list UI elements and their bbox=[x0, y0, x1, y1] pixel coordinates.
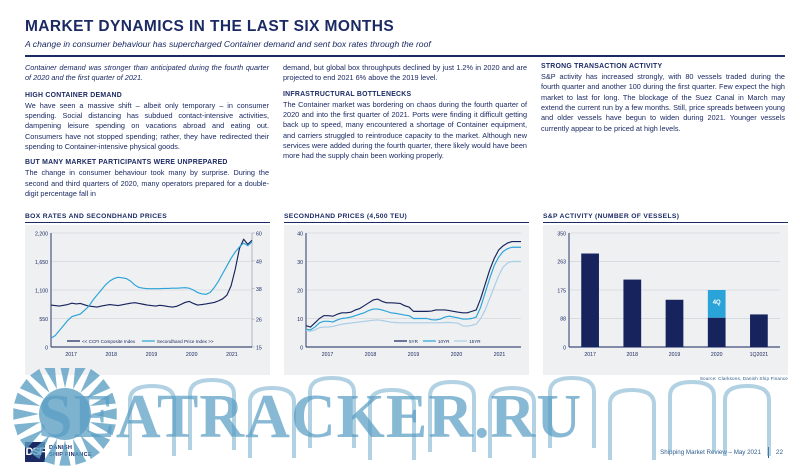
svg-text:1Q2021: 1Q2021 bbox=[750, 352, 769, 358]
svg-text:2020: 2020 bbox=[711, 352, 723, 358]
svg-text:10YR: 10YR bbox=[438, 339, 450, 344]
svg-text:1,650: 1,650 bbox=[35, 260, 48, 266]
chart-source: Source: Clarksons, Danish Ship Finance bbox=[699, 375, 788, 381]
bar-chart-sp-activity: 0 88 175 263 350 2017 2018 2019 4Q 2020 1Q2021 bbox=[557, 231, 780, 358]
svg-text:2020: 2020 bbox=[186, 352, 198, 358]
svg-text:2017: 2017 bbox=[322, 352, 334, 358]
chart-box-rates-and-secondhand-prices: BOX RATES AND SECONDHAND PRICES 0 550 1,10… bbox=[25, 213, 270, 381]
svg-text:0: 0 bbox=[45, 345, 48, 351]
svg-text:0: 0 bbox=[300, 345, 303, 351]
chart-box-sp-activity: S&P ACTIVITY (NUMBER OF VESSELS) 0 88 175 2… bbox=[543, 213, 788, 381]
section-heading-strong-transaction-activity: STRONG TRANSACTION ACTIVITY bbox=[541, 62, 663, 70]
svg-text:20: 20 bbox=[297, 288, 303, 294]
svg-text:49: 49 bbox=[256, 259, 262, 265]
svg-text:263: 263 bbox=[557, 260, 566, 266]
chart-plot-area: 0 88 175 263 350 2017 2018 2019 4Q 2020 1Q2021 bbox=[543, 224, 788, 375]
section-body-demand-continued: demand, but global box throughputs decli… bbox=[283, 62, 527, 83]
section-body-high-container-demand: We have seen a massive shift – albeit on… bbox=[25, 100, 269, 152]
article-columns: Container demand was stronger than antic… bbox=[25, 63, 785, 207]
section-body-strong-transaction-activity: S&P activity has increased strongly, wit… bbox=[541, 71, 785, 133]
line-chart-box-rates: 0 550 1,100 1,650 2,200 15 26 38 49 60 2017 2018 201… bbox=[35, 231, 262, 358]
svg-text:<< CCFI Composite Index: << CCFI Composite Index bbox=[82, 339, 136, 344]
chart-title: SECONDHAND PRICES (4,500 TEU) bbox=[284, 212, 408, 220]
svg-text:60: 60 bbox=[256, 231, 262, 237]
svg-text:2021: 2021 bbox=[226, 352, 238, 358]
svg-text:175: 175 bbox=[557, 288, 566, 294]
svg-text:5YR: 5YR bbox=[409, 339, 419, 344]
chart-title: S&P ACTIVITY (NUMBER OF VESSELS) bbox=[543, 212, 680, 220]
svg-text:10: 10 bbox=[297, 317, 303, 323]
svg-text:2019: 2019 bbox=[669, 352, 681, 358]
lead-paragraph: Container demand was stronger than antic… bbox=[25, 62, 269, 83]
chart-title: BOX RATES AND SECONDHAND PRICES bbox=[25, 212, 168, 220]
page-number: 22 bbox=[775, 449, 783, 456]
svg-text:2019: 2019 bbox=[408, 352, 420, 358]
svg-text:1,100: 1,100 bbox=[35, 288, 48, 294]
article-column-1: Container demand was stronger than antic… bbox=[25, 63, 269, 207]
svg-text:88: 88 bbox=[560, 317, 566, 323]
footer-review-title: Shipping Market Review – May 2021 bbox=[660, 449, 761, 456]
line-chart-secondhand-prices: 0 10 20 30 40 2017 2018 2019 2020 2021 5YR 10YR 15YR bbox=[297, 231, 521, 358]
svg-text:2018: 2018 bbox=[365, 352, 377, 358]
chart-divider bbox=[284, 221, 529, 223]
svg-text:2017: 2017 bbox=[584, 352, 596, 358]
svg-text:38: 38 bbox=[256, 287, 262, 293]
svg-text:26: 26 bbox=[256, 317, 262, 323]
section-body-infrastructural-bottlenecks: The Container market was bordering on ch… bbox=[283, 99, 527, 161]
page-subtitle: A change in consumer behaviour has super… bbox=[25, 39, 431, 50]
footer-separator bbox=[767, 447, 769, 458]
charts-row: BOX RATES AND SECONDHAND PRICES 0 550 1,10… bbox=[25, 213, 788, 381]
svg-text:350: 350 bbox=[557, 231, 566, 237]
svg-text:2018: 2018 bbox=[106, 352, 118, 358]
svg-text:2020: 2020 bbox=[451, 352, 463, 358]
svg-text:30: 30 bbox=[297, 260, 303, 266]
logo-wordmark: DANISH SHIP FINANCE bbox=[49, 445, 92, 459]
article-column-3: STRONG TRANSACTION ACTIVITY S&P activity… bbox=[541, 63, 785, 207]
chart-divider bbox=[25, 221, 270, 223]
page-content: MARKET DYNAMICS IN THE LAST SIX MONTHS A… bbox=[25, 18, 788, 454]
section-heading-infrastructural-bottlenecks: INFRASTRUCTURAL BOTTLENECKS bbox=[283, 90, 412, 98]
svg-text:2018: 2018 bbox=[627, 352, 639, 358]
logo-mark-text: DSF bbox=[25, 446, 46, 458]
page-footer: DSF DANISH SHIP FINANCE Shipping Market … bbox=[25, 430, 783, 464]
svg-text:550: 550 bbox=[39, 317, 48, 323]
svg-text:2019: 2019 bbox=[146, 352, 158, 358]
svg-text:2017: 2017 bbox=[65, 352, 77, 358]
section-body-unprepared: The change in consumer behaviour took ma… bbox=[25, 168, 269, 199]
section-heading-unprepared: BUT MANY MARKET PARTICIPANTS WERE UNPREP… bbox=[25, 159, 228, 167]
page-title: MARKET DYNAMICS IN THE LAST SIX MONTHS bbox=[25, 18, 395, 35]
chart-divider bbox=[543, 221, 788, 223]
footer-meta: Shipping Market Review – May 2021 22 bbox=[660, 447, 783, 458]
svg-text:0: 0 bbox=[563, 345, 566, 351]
header-divider bbox=[25, 55, 785, 57]
danish-ship-finance-logo: DSF DANISH SHIP FINANCE bbox=[25, 442, 92, 462]
chart-plot-area: 0 550 1,100 1,650 2,200 15 26 38 49 60 2017 2018 201… bbox=[25, 224, 270, 375]
svg-text:2021: 2021 bbox=[494, 352, 506, 358]
article-column-2: demand, but global box throughputs decli… bbox=[283, 63, 527, 207]
svg-text:15YR: 15YR bbox=[469, 339, 481, 344]
logo-mark-icon: DSF bbox=[25, 442, 46, 462]
svg-text:40: 40 bbox=[297, 231, 303, 237]
svg-text:15: 15 bbox=[256, 345, 262, 351]
svg-text:2,200: 2,200 bbox=[35, 231, 48, 237]
chart-box-secondhand-prices: SECONDHAND PRICES (4,500 TEU) 0 10 20 30 40 2… bbox=[284, 213, 529, 381]
svg-text:Secondhand Price Index >>: Secondhand Price Index >> bbox=[157, 339, 214, 344]
svg-text:4Q: 4Q bbox=[713, 300, 721, 306]
chart-plot-area: 0 10 20 30 40 2017 2018 2019 2020 2021 5YR 10YR 15YR bbox=[284, 224, 529, 375]
logo-line-2: SHIP FINANCE bbox=[49, 452, 92, 458]
logo-line-1: DANISH bbox=[49, 445, 73, 452]
section-heading-high-container-demand: HIGH CONTAINER DEMAND bbox=[25, 91, 122, 99]
